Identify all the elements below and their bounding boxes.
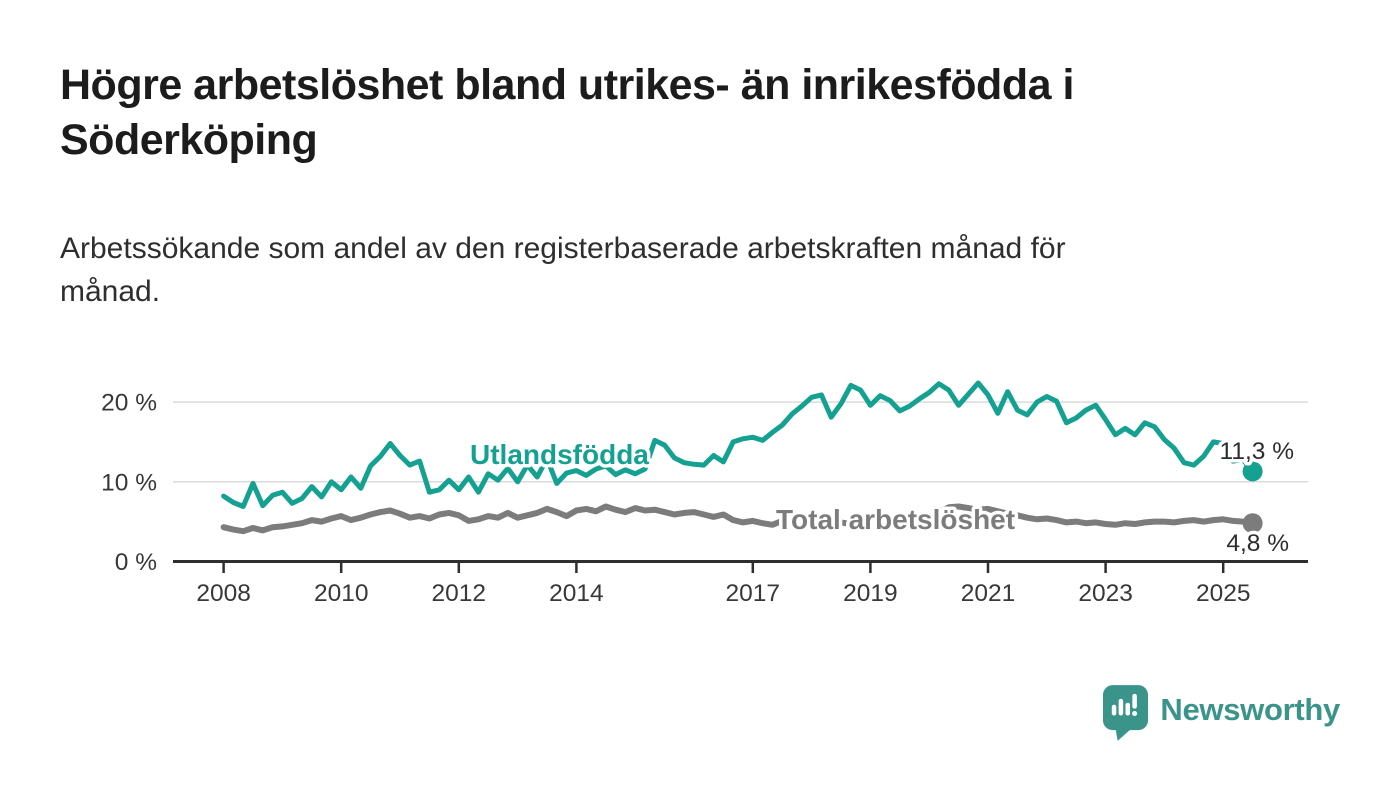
series-line-total [220, 503, 1256, 535]
newsworthy-logo: Newsworthy [1102, 684, 1340, 743]
x-axis-tick-label: 2021 [961, 580, 1016, 607]
series-end-value-label: 4,8 % [1226, 530, 1289, 557]
x-axis-tick-label: 2010 [314, 580, 369, 607]
logo-bar-2 [1119, 698, 1124, 716]
x-axis-tick-label: 2017 [726, 580, 781, 607]
logo-bubble-tail [1115, 724, 1132, 741]
logo-bar-3 [1125, 702, 1131, 716]
newsworthy-wordmark: Newsworthy [1160, 692, 1340, 727]
series-line-utlandsfodda [221, 380, 1256, 509]
x-axis-tick-label: 2014 [549, 580, 604, 607]
series-end-value-label: 11,3 % [1220, 438, 1294, 465]
x-axis-tick-label: 2023 [1078, 580, 1133, 607]
x-axis-tick-label: 2025 [1196, 580, 1251, 607]
x-axis-tick-label: 2008 [196, 580, 251, 607]
series-end-dot-total [1242, 513, 1263, 534]
page-title: Högre arbetslöshet bland utrikes- än inr… [60, 61, 1074, 165]
logo-exclamation-dot [1132, 710, 1138, 717]
bar-chart-speech-bubble-icon [1103, 685, 1149, 741]
x-axis-tick-label: 2019 [843, 580, 898, 607]
y-axis-tick-label: 0 % [115, 549, 157, 576]
series-label-total: Total arbetslöshet [776, 504, 1015, 535]
logo-bar-1 [1112, 704, 1117, 716]
x-axis-tick-label: 2012 [432, 580, 487, 607]
y-axis-tick-label: 10 % [101, 469, 157, 496]
series-label-utlandsfodda: Utlandsfödda [470, 439, 649, 470]
logo-exclamation-bar [1132, 693, 1138, 709]
series-end-dot-utlandsfodda [1242, 461, 1263, 482]
page-subtitle: Arbetssökande som andel av den registerb… [60, 232, 1066, 308]
y-axis-tick-label: 20 % [101, 390, 157, 417]
